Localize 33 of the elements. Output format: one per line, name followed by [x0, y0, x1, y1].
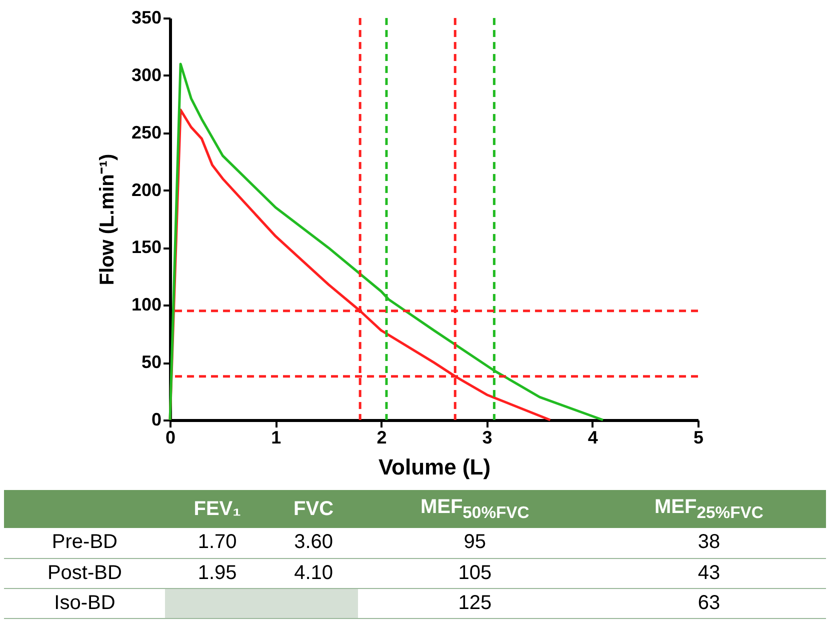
category-label: FEV₁ — [165, 490, 270, 528]
y-tick-label: 100 — [131, 294, 162, 315]
y-tick-label: 300 — [131, 64, 162, 85]
category-label: Iso-BD — [54, 592, 116, 614]
category-label: Pre-BD — [52, 531, 118, 554]
text: 1.70 — [198, 531, 237, 554]
y-tick-label: 50 — [141, 352, 162, 372]
text: 63 — [698, 592, 720, 614]
x-axis-title: Volume (L) — [378, 454, 491, 480]
text: 105 — [458, 562, 492, 584]
text: 3.60 — [294, 531, 334, 554]
text: 43 — [698, 562, 720, 584]
y-tick-label: 0 — [151, 410, 162, 430]
x-tick-label: 0 — [165, 428, 176, 448]
x-tick-label: 4 — [588, 428, 598, 448]
y-tick-label: 350 — [131, 8, 162, 28]
x-tick-label: 3 — [482, 428, 492, 448]
category-label: MEF$_{50%FVC}$ — [358, 490, 592, 528]
x-tick-label: 5 — [693, 428, 704, 448]
y-tick-label: 250 — [131, 122, 162, 142]
y-tick-label: 200 — [131, 180, 162, 200]
x-tick-label: 1 — [271, 428, 282, 448]
category-label: FVC — [269, 490, 358, 528]
text: 125 — [458, 592, 492, 614]
y-tick-label: 150 — [131, 237, 162, 258]
category-label: MEF$_{25%FVC}$ — [592, 490, 826, 528]
text: 95 — [464, 531, 486, 554]
category-label: Post-BD — [47, 562, 122, 584]
x-tick-label: 2 — [376, 428, 387, 448]
text: 38 — [698, 531, 720, 554]
text: 4.10 — [294, 562, 334, 584]
y-axis-title: Flow (L.min⁻¹) — [96, 154, 118, 286]
text: 1.95 — [198, 562, 237, 584]
